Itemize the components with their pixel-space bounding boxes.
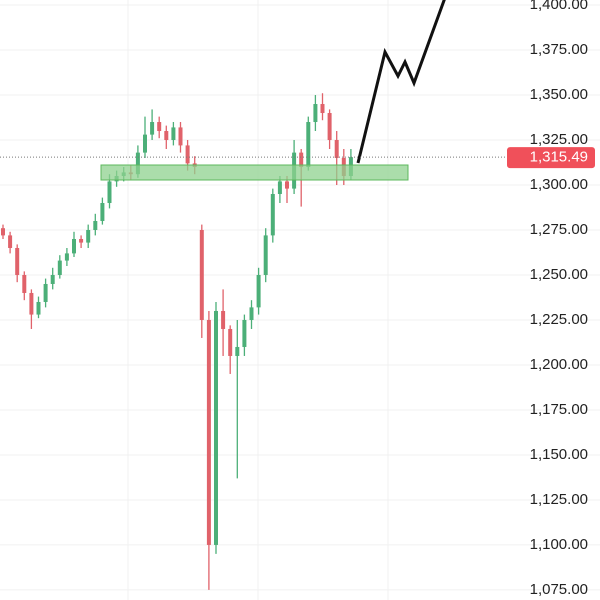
candle-body: [178, 127, 183, 146]
y-tick-label: 1,350.00: [530, 86, 588, 103]
candle-body: [72, 238, 76, 254]
candle-body: [214, 310, 218, 545]
candle-body: [15, 247, 20, 275]
candle-body: [285, 181, 289, 189]
candle-body: [270, 194, 275, 236]
candle-body: [36, 301, 41, 315]
support-zone: [100, 164, 409, 181]
candle-body: [164, 131, 169, 141]
y-tick-label: 1,250.00: [530, 266, 588, 283]
candle-body: [100, 202, 105, 221]
candle-body: [313, 104, 318, 123]
candle-body: [199, 229, 204, 320]
candle-body: [185, 145, 190, 164]
y-tick-label: 1,400.00: [530, 0, 588, 13]
candle-body: [221, 310, 226, 329]
candle-body: [50, 274, 55, 284]
candle-body: [299, 152, 304, 168]
y-tick-label: 1,325.00: [530, 131, 588, 148]
candle-body: [242, 319, 247, 347]
candle-body: [263, 235, 268, 275]
candle-body: [171, 127, 176, 141]
y-tick-label: 1,375.00: [530, 41, 588, 58]
y-tick-label: 1,200.00: [530, 356, 588, 373]
y-tick-label: 1,300.00: [530, 176, 588, 193]
projection-line: [356, 0, 446, 164]
candle-body: [57, 260, 62, 275]
last-price-label: 1,315.49: [530, 149, 588, 166]
candle-body: [249, 307, 254, 320]
candle-body: [29, 292, 34, 315]
y-tick-label: 1,125.00: [530, 491, 588, 508]
candle-body: [150, 122, 155, 135]
y-tick-label: 1,175.00: [530, 401, 588, 418]
candle-body: [22, 274, 27, 293]
candle-body: [206, 319, 211, 545]
candle-body: [86, 229, 91, 243]
candle-body: [235, 346, 240, 356]
candle-body: [64, 253, 69, 261]
last-price-box: [507, 147, 595, 169]
candle-body: [135, 152, 140, 175]
candle-body: [107, 181, 112, 203]
candle-body: [143, 134, 147, 153]
candle-body: [306, 122, 311, 168]
candle-body: [327, 113, 332, 141]
y-tick-label: 1,100.00: [530, 536, 588, 553]
candle-body: [1, 228, 5, 236]
y-tick-label: 1,075.00: [530, 581, 588, 598]
candle-body: [334, 140, 339, 159]
candle-body: [79, 238, 84, 243]
candle-body: [228, 328, 233, 356]
candle-body: [320, 104, 325, 114]
candle-body: [8, 235, 13, 248]
candle-body: [157, 122, 162, 132]
candle-body: [277, 181, 282, 195]
y-tick-label: 1,150.00: [530, 446, 588, 463]
candle-body: [256, 274, 261, 308]
y-tick-label: 1,225.00: [530, 311, 588, 328]
candle-body: [93, 220, 98, 230]
y-tick-label: 1,275.00: [530, 221, 588, 238]
candle-body: [43, 283, 48, 302]
